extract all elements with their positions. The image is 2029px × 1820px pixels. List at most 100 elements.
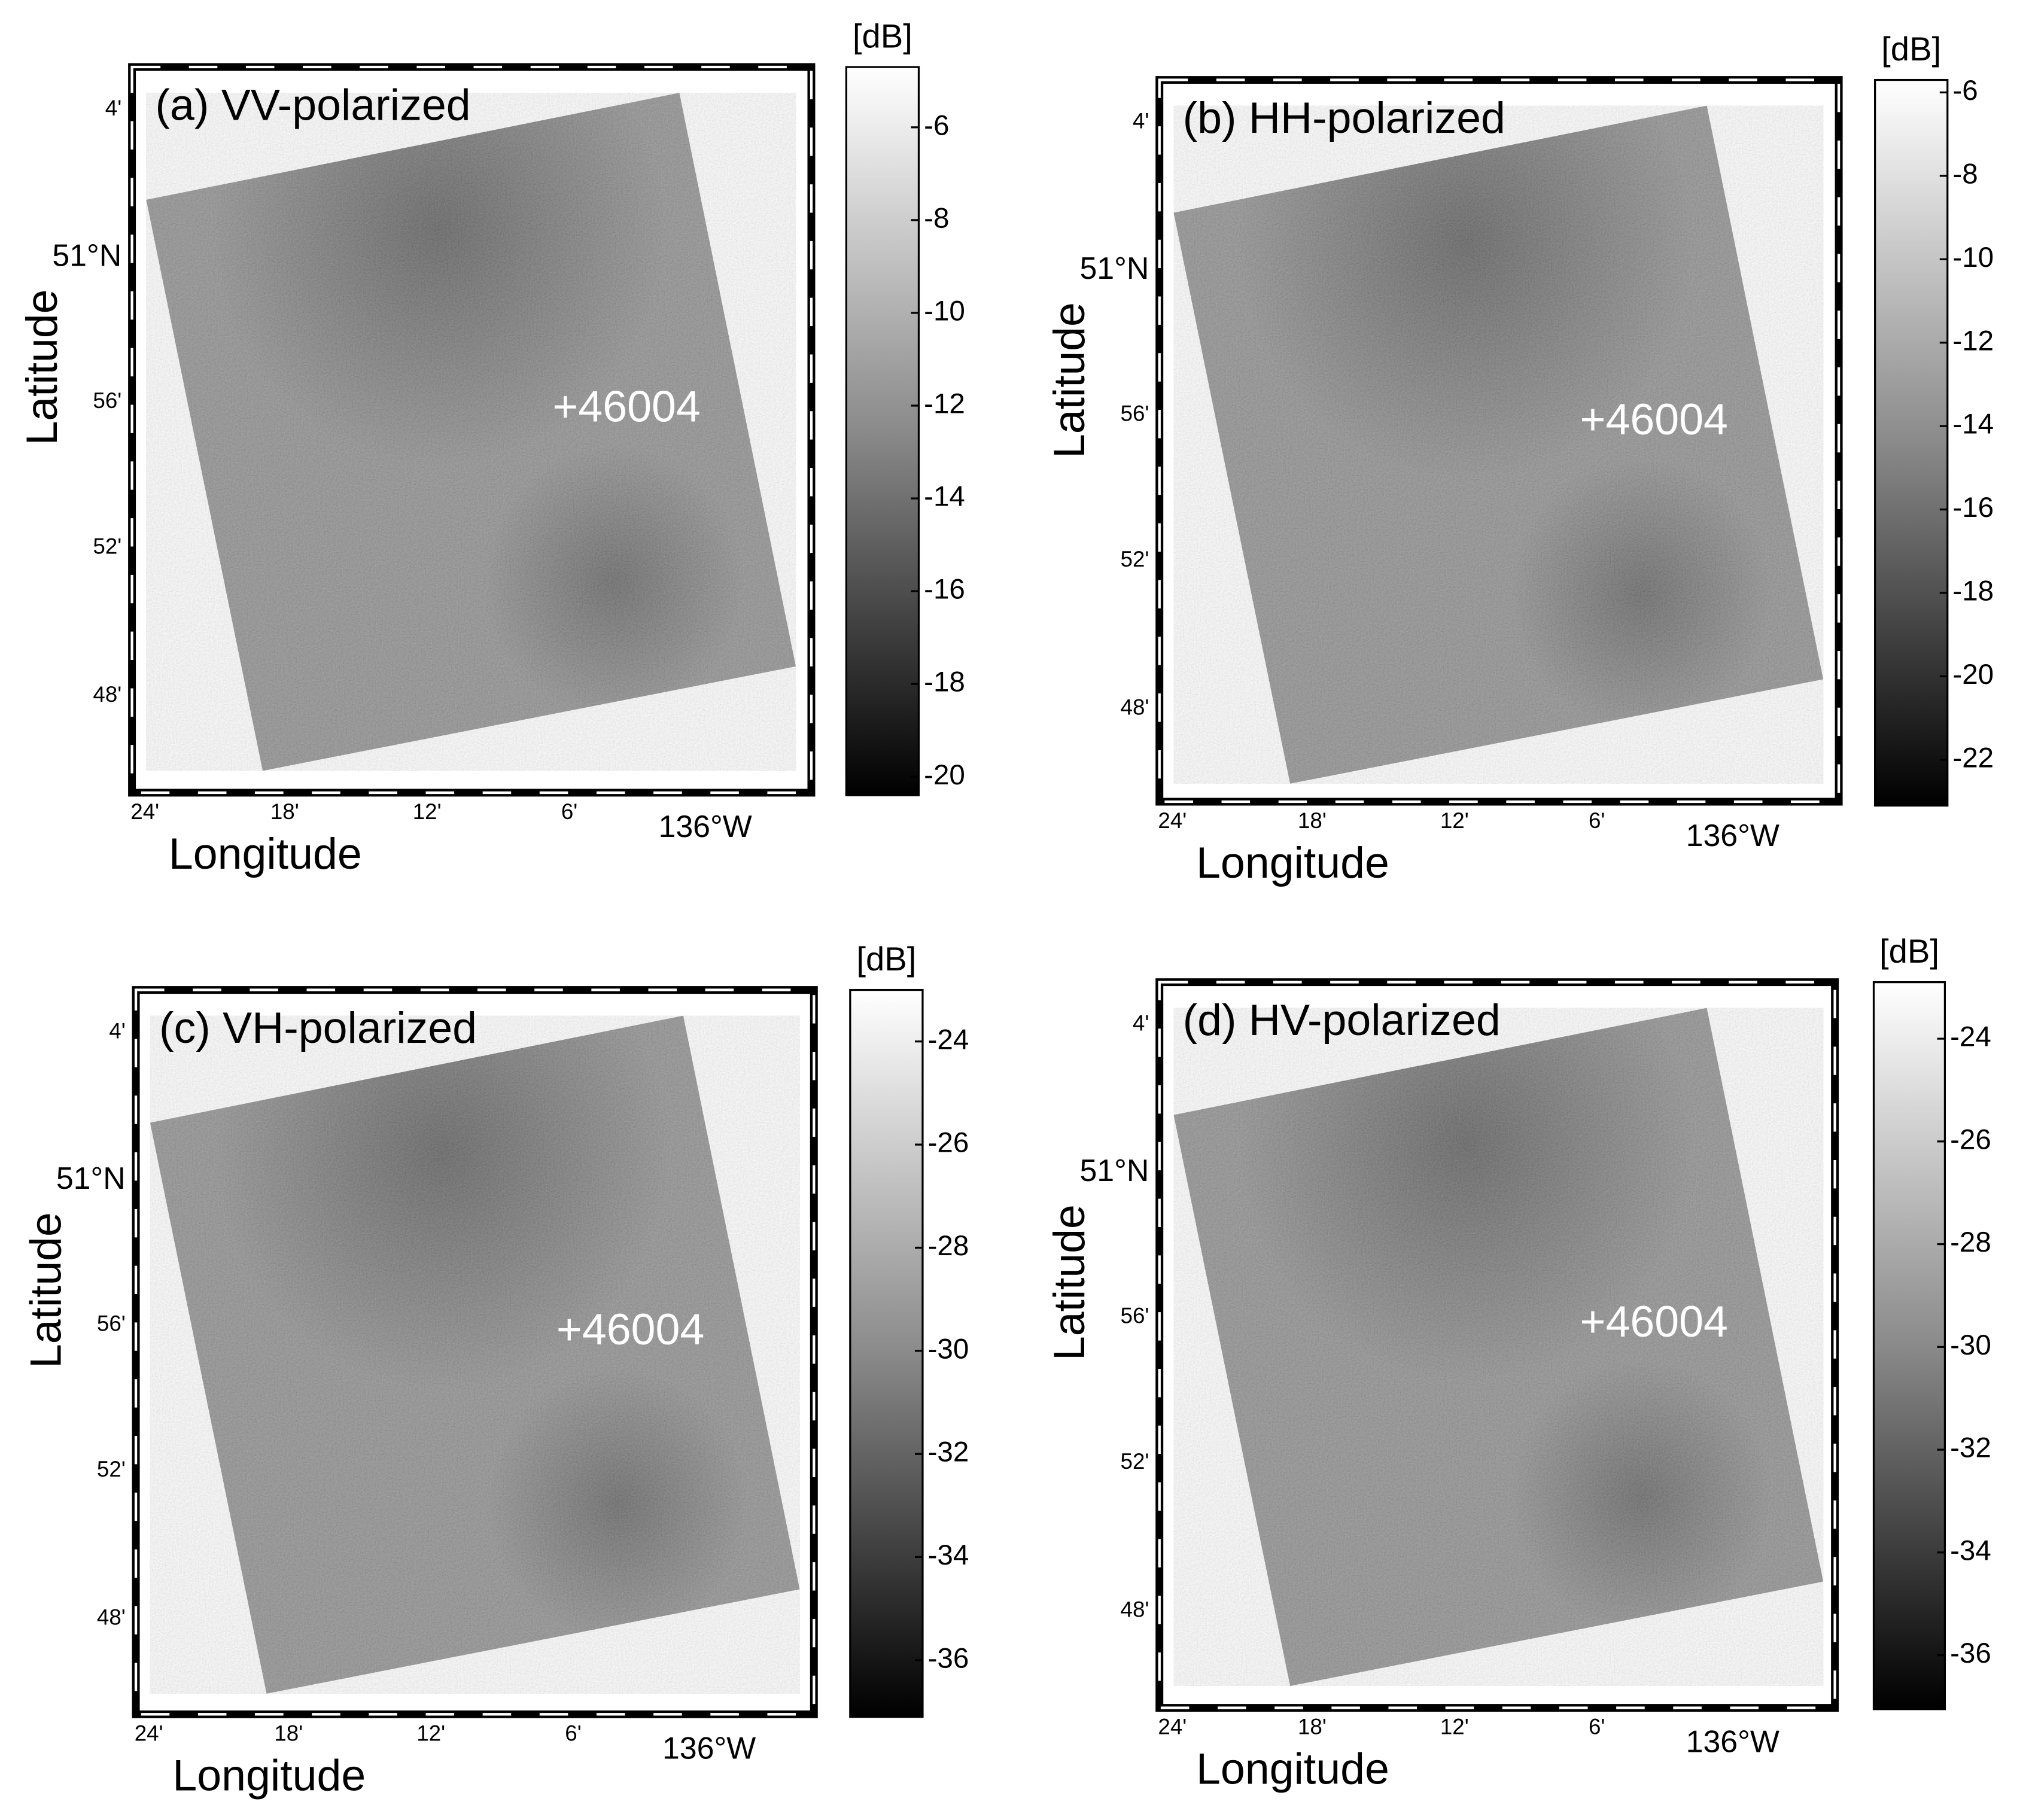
y-axis-label: Latitude xyxy=(1045,1204,1094,1361)
colorbar-tick-label: -32 xyxy=(928,1436,969,1468)
lon-tick-label: 136°W xyxy=(662,1730,756,1765)
colorbar-tick-label: -12 xyxy=(924,388,965,420)
colorbar-tick-label: -18 xyxy=(924,666,965,698)
colorbar-tick-label: -18 xyxy=(1952,576,1994,607)
sar-speckle xyxy=(1173,1008,1824,1686)
colorbar-tick-label: -8 xyxy=(1952,159,1978,190)
y-axis-label: Latitude xyxy=(21,1212,70,1368)
colorbar-tick-label: -28 xyxy=(928,1230,969,1262)
colorbar-tick-label: -30 xyxy=(928,1333,969,1365)
colorbar xyxy=(849,988,924,1718)
lon-tick-label: 24' xyxy=(1158,1715,1187,1739)
x-axis-label: Longitude xyxy=(1196,838,1389,887)
lon-tick-label: 136°W xyxy=(1686,1724,1779,1759)
colorbar-tick-label: -26 xyxy=(1950,1124,1991,1155)
lon-tick-label: 18' xyxy=(270,799,299,824)
lon-tick-label: 24' xyxy=(135,1721,163,1746)
lat-tick-label: 48' xyxy=(97,1605,126,1630)
lon-tick-label: 24' xyxy=(130,799,159,824)
lat-tick-label: 48' xyxy=(93,682,121,707)
colorbar-unit: [dB] xyxy=(856,940,916,978)
panel-title: (b) HH-polarized xyxy=(1183,93,1505,142)
panel-title: (a) VV-polarized xyxy=(156,80,471,129)
map-frame-dash xyxy=(130,65,813,795)
colorbar-tick-label: -20 xyxy=(1952,659,1994,690)
lat-tick-label: 52' xyxy=(1121,1449,1149,1474)
lat-tick-label: 52' xyxy=(1121,547,1149,571)
colorbar-tick-label: -36 xyxy=(928,1642,969,1674)
y-axis-label: Latitude xyxy=(1045,302,1094,458)
colorbar-tick-label: -22 xyxy=(1952,742,1994,774)
x-axis-label: Longitude xyxy=(169,829,362,878)
lat-tick-label: 52' xyxy=(97,1457,126,1481)
lon-tick-label: 136°W xyxy=(658,809,752,844)
colorbar-tick-label: -34 xyxy=(1950,1535,1991,1566)
lat-tick-label: 52' xyxy=(93,534,121,558)
colorbar-tick-label: -16 xyxy=(924,574,965,605)
lat-tick-label: 51°N xyxy=(1079,1153,1149,1188)
colorbar-tick-label: -10 xyxy=(924,296,965,327)
colorbar-unit: [dB] xyxy=(1879,932,1939,970)
x-axis-label: Longitude xyxy=(1196,1745,1389,1794)
lat-tick-label: 4' xyxy=(105,96,121,120)
sar-speckle xyxy=(146,93,796,771)
map-frame-dash xyxy=(1158,78,1841,804)
map-frame-dash xyxy=(1158,981,1836,1709)
lon-tick-label: 6' xyxy=(565,1721,581,1746)
lat-tick-label: 56' xyxy=(1121,401,1149,425)
colorbar-tick-label: -20 xyxy=(924,759,965,791)
buoy-label: +46004 xyxy=(1580,1297,1728,1346)
lon-tick-label: 12' xyxy=(1440,808,1469,833)
colorbar-tick-label: -14 xyxy=(1952,409,1994,440)
lat-tick-label: 48' xyxy=(1121,695,1149,720)
sar-speckle xyxy=(1173,105,1824,784)
lon-tick-label: 136°W xyxy=(1686,818,1779,853)
map-frame-dash xyxy=(134,988,816,1716)
colorbar-tick-label: -6 xyxy=(924,109,949,141)
lon-tick-label: 24' xyxy=(1158,808,1187,833)
colorbar-tick-label: -14 xyxy=(924,481,965,513)
y-axis-label: Latitude xyxy=(17,290,66,446)
lon-tick-label: 18' xyxy=(1298,1715,1327,1739)
colorbar xyxy=(1874,78,1949,807)
lon-tick-label: 6' xyxy=(1589,808,1605,833)
colorbar-tick-label: -12 xyxy=(1952,325,1994,357)
lat-tick-label: 4' xyxy=(1133,1011,1149,1035)
colorbar xyxy=(1872,981,1946,1711)
lon-tick-label: 12' xyxy=(413,799,442,824)
lat-tick-label: 56' xyxy=(1121,1304,1149,1328)
colorbar-tick-label: -36 xyxy=(1950,1638,1991,1669)
lat-tick-label: 48' xyxy=(1121,1597,1149,1622)
lon-tick-label: 12' xyxy=(416,1721,445,1746)
lat-tick-label: 56' xyxy=(97,1311,126,1335)
colorbar-tick-label: -26 xyxy=(928,1127,969,1159)
lon-tick-label: 12' xyxy=(1440,1715,1469,1739)
lat-tick-label: 51°N xyxy=(56,1161,126,1195)
lat-tick-label: 4' xyxy=(109,1018,125,1043)
lat-tick-label: 56' xyxy=(93,388,121,413)
buoy-label: +46004 xyxy=(552,382,700,431)
lat-tick-label: 51°N xyxy=(1079,251,1149,285)
lon-tick-label: 18' xyxy=(274,1721,303,1746)
panel: (c) VH-polarized +46004 4' 51°N 56' 52' 48' 24'… xyxy=(21,940,969,1800)
buoy-label: +46004 xyxy=(1580,395,1728,444)
panel: (d) HV-polarized +46004 4' 51°N 56' 52' 48' 24'… xyxy=(1045,932,1991,1793)
panel-title: (d) HV-polarized xyxy=(1183,996,1501,1045)
lon-tick-label: 18' xyxy=(1298,808,1327,833)
colorbar-tick-label: -28 xyxy=(1950,1226,1991,1258)
colorbar-unit: [dB] xyxy=(1881,30,1941,68)
colorbar-tick-label: -24 xyxy=(1950,1021,1991,1053)
colorbar-tick-label: -24 xyxy=(928,1024,969,1055)
panel: (b) HH-polarized +46004 4' 51°N 56' 52' 48' 24'… xyxy=(1045,30,1994,887)
colorbar-tick-label: -30 xyxy=(1950,1329,1991,1361)
colorbar-tick-label: -32 xyxy=(1950,1432,1991,1464)
colorbar-tick-label: -34 xyxy=(928,1539,969,1571)
lon-tick-label: 6' xyxy=(1589,1715,1605,1739)
colorbar-tick-label: -10 xyxy=(1952,242,1994,273)
lat-tick-label: 51°N xyxy=(52,238,121,273)
colorbar xyxy=(845,66,920,796)
colorbar-tick-label: -16 xyxy=(1952,492,1994,524)
sar-speckle xyxy=(150,1015,800,1694)
